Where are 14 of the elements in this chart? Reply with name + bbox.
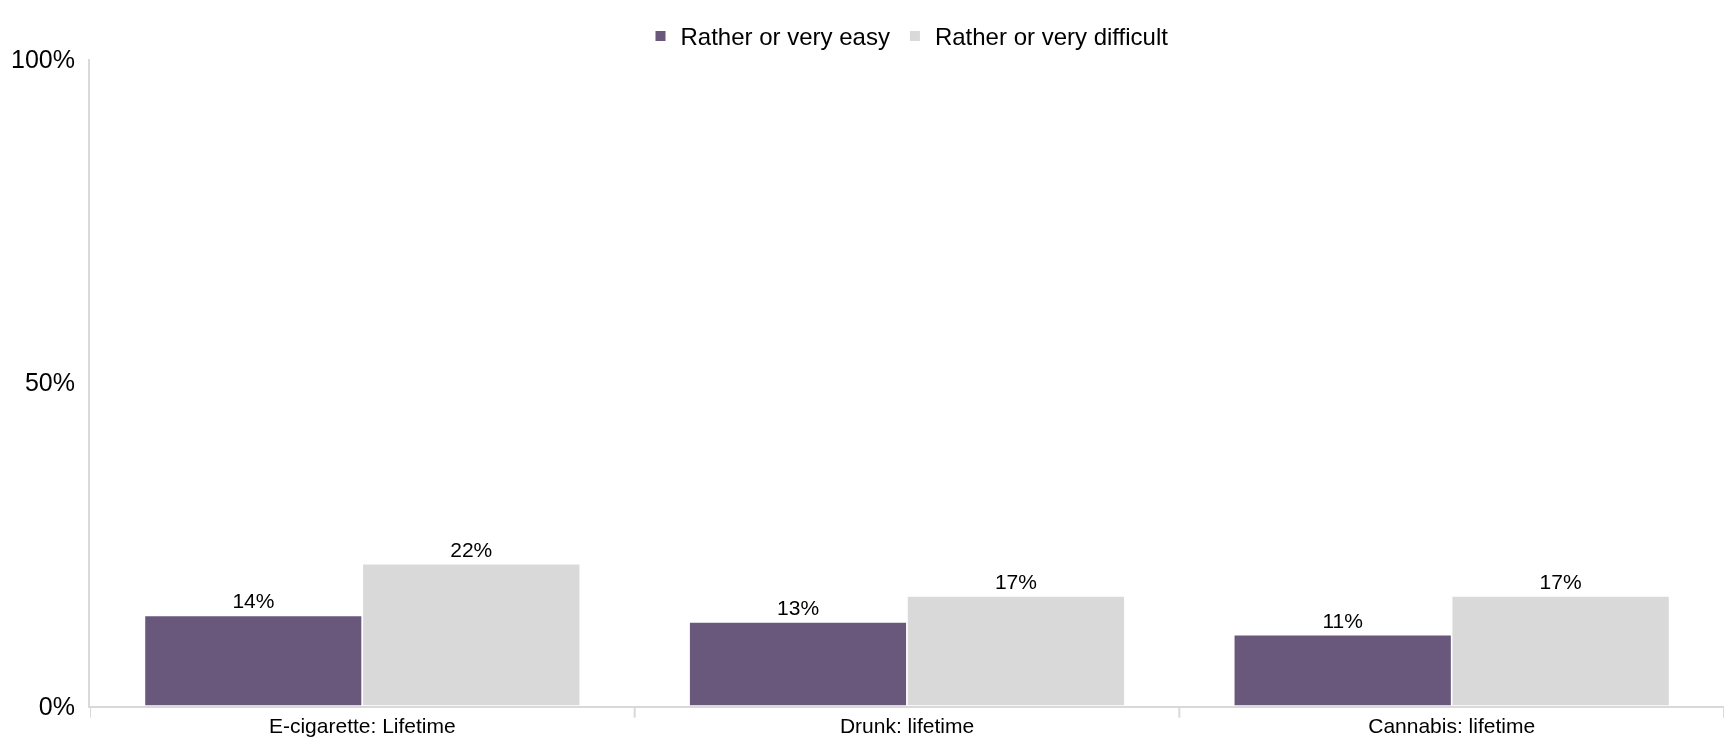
- data-label: 17%: [1539, 570, 1582, 594]
- y-tick-label: 100%: [11, 44, 75, 73]
- y-tick-label: 50%: [24, 368, 75, 397]
- y-tick-label: 0%: [38, 691, 75, 720]
- data-label: 22%: [450, 537, 493, 561]
- data-label: 13%: [777, 595, 820, 619]
- x-tick-label: E-cigarette: Lifetime: [268, 714, 456, 738]
- data-label: 14%: [232, 589, 275, 613]
- data-label: 17%: [994, 570, 1037, 594]
- x-tick-label: Cannabis: lifetime: [1368, 714, 1536, 738]
- data-label: 11%: [1322, 608, 1363, 632]
- legend-label: Rather or very difficult: [934, 23, 1169, 51]
- legend-label: Rather or very easy: [680, 23, 890, 51]
- x-tick-label: Drunk: lifetime: [839, 714, 975, 738]
